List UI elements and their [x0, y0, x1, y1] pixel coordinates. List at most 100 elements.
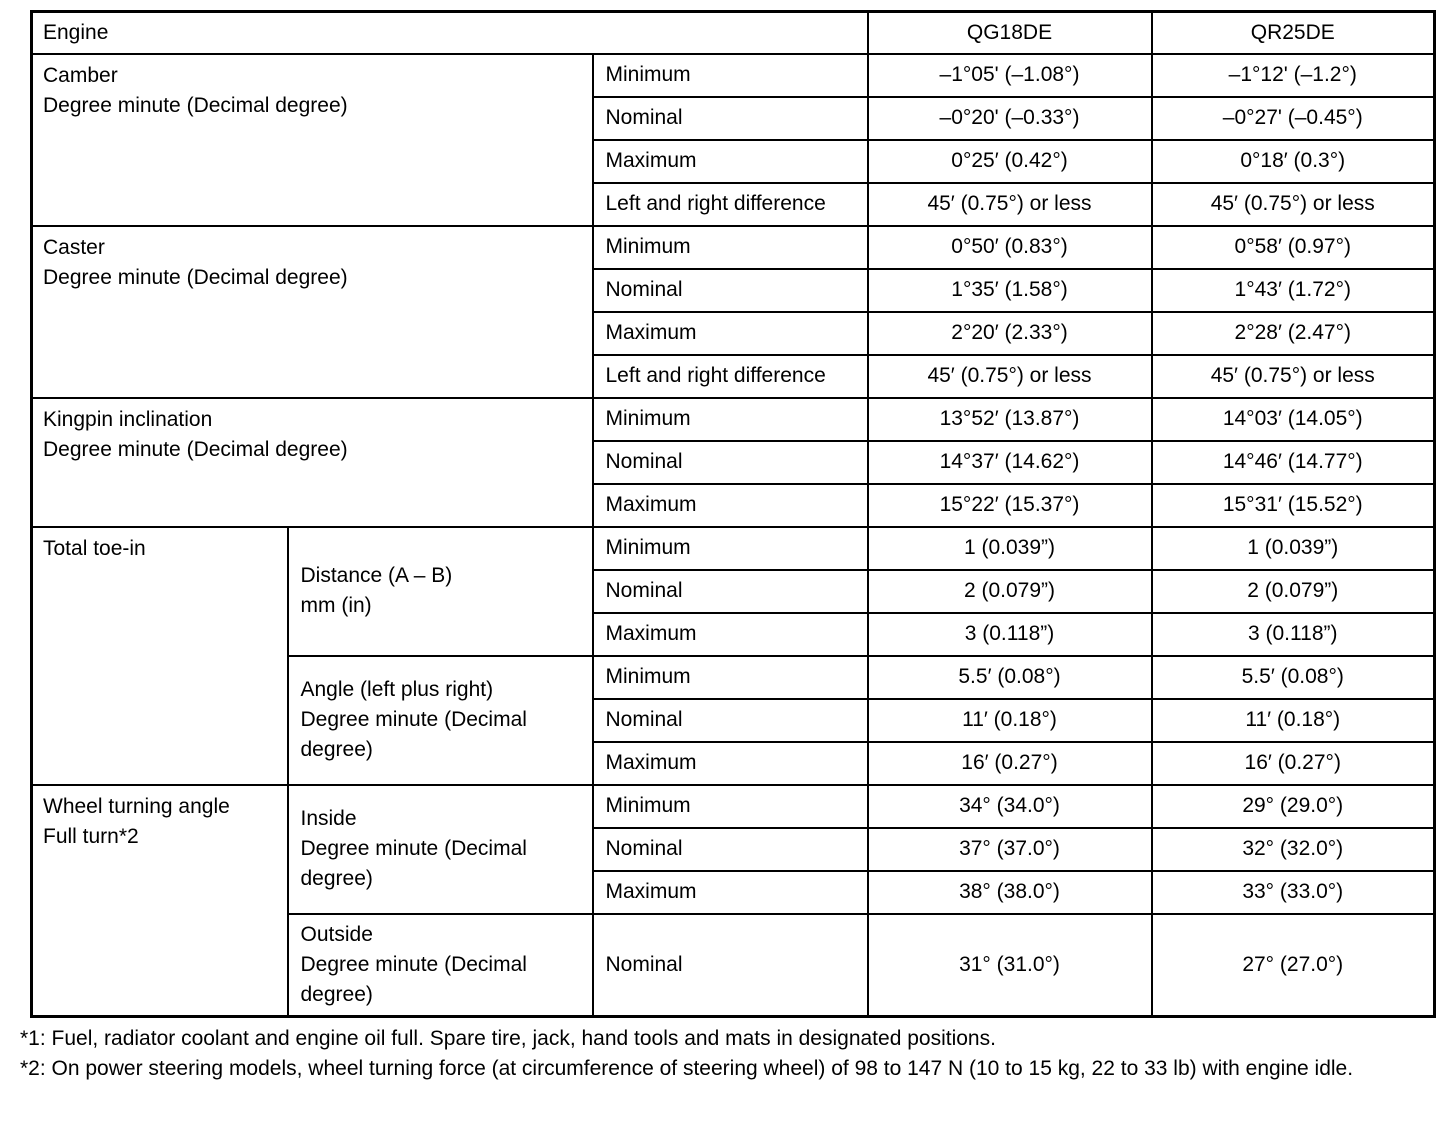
subgroup-label-inside: Inside Degree minute (Decimal degree) — [286, 783, 594, 915]
table-row: Maximum 0°25′ (0.42°) 0°18′ (0.3°) — [32, 138, 1436, 184]
param-cell: Minimum — [591, 525, 869, 571]
param-cell: Maximum — [591, 310, 869, 356]
subgroup-unit: Degree minute (Decimal degree) — [300, 708, 527, 761]
param-cell: Maximum — [591, 482, 869, 528]
value-cell: 1°35′ (1.58°) — [866, 267, 1153, 313]
value-cell: 2°28′ (2.47°) — [1150, 310, 1436, 356]
value-cell: 45′ (0.75°) or less — [866, 353, 1153, 399]
value-cell: –1°12' (–1.2°) — [1150, 52, 1436, 98]
param-cell: Left and right difference — [591, 181, 869, 227]
value-cell: 1 (0.039”) — [1150, 525, 1436, 571]
table-row: Nominal 2 (0.079”) 2 (0.079”) — [32, 568, 1436, 614]
table-row: Maximum 2°20′ (2.33°) 2°28′ (2.47°) — [32, 310, 1436, 356]
value-cell: 2 (0.079”) — [1150, 568, 1436, 614]
value-cell: 0°58′ (0.97°) — [1150, 224, 1436, 270]
section-label-caster: Caster Degree minute (Decimal degree) — [30, 224, 594, 399]
value-cell: 14°37′ (14.62°) — [866, 439, 1153, 485]
param-cell: Nominal — [591, 826, 869, 872]
value-cell: 16′ (0.27°) — [1150, 740, 1436, 786]
section-title: Wheel turning angle — [43, 794, 230, 818]
value-cell: 32° (32.0°) — [1150, 826, 1436, 872]
value-cell: 5.5′ (0.08°) — [1150, 654, 1436, 700]
table-row: Maximum 38° (38.0°) 33° (33.0°) — [32, 869, 1436, 915]
value-cell: 45′ (0.75°) or less — [1150, 181, 1436, 227]
section-label-total-toe-in: Total toe-in — [30, 525, 289, 786]
value-cell: 34° (34.0°) — [866, 783, 1153, 829]
subgroup-label-distance: Distance (A – B) mm (in) — [286, 525, 594, 657]
param-cell: Maximum — [591, 869, 869, 915]
value-cell: 1°43′ (1.72°) — [1150, 267, 1436, 313]
table-row: Total toe-in Distance (A – B) mm (in) Mi… — [30, 525, 1436, 786]
param-cell: Maximum — [591, 138, 869, 184]
value-cell: 0°25′ (0.42°) — [866, 138, 1153, 184]
value-cell: 15°22′ (15.37°) — [866, 482, 1153, 528]
param-cell: Nominal — [591, 912, 869, 1018]
section-title: Total toe-in — [43, 536, 146, 560]
value-cell: 1 (0.039”) — [866, 525, 1153, 571]
footnote-1: *1: Fuel, radiator coolant and engine oi… — [20, 1027, 996, 1050]
table-row: Angle (left plus right) Degree minute (D… — [32, 654, 1436, 786]
subgroup-unit: Degree minute (Decimal degree) — [300, 952, 527, 1006]
section-unit: Degree minute (Decimal degree) — [43, 265, 348, 289]
table-row: Nominal 37° (37.0°) 32° (32.0°) — [32, 826, 1436, 872]
section-label-wheel-turning-angle: Wheel turning angle Full turn*2 — [30, 783, 289, 1018]
param-cell: Minimum — [591, 396, 869, 442]
subgroup-title: Distance (A – B) — [300, 564, 453, 587]
value-cell: –0°27' (–0.45°) — [1150, 95, 1436, 141]
value-cell: 3 (0.118”) — [866, 611, 1153, 657]
value-cell: 14°46′ (14.77°) — [1150, 439, 1436, 485]
footnotes: *1: Fuel, radiator coolant and engine oi… — [20, 1024, 1365, 1084]
value-cell: 14°03′ (14.05°) — [1150, 396, 1436, 442]
table-row: Nominal –0°20' (–0.33°) –0°27' (–0.45°) — [32, 95, 1436, 141]
value-cell: 3 (0.118”) — [1150, 611, 1436, 657]
table-row: Nominal 11′ (0.18°) 11′ (0.18°) — [32, 697, 1436, 743]
section-label-camber: Camber Degree minute (Decimal degree) — [30, 52, 594, 227]
table-row: Left and right difference 45′ (0.75°) or… — [32, 353, 1436, 399]
table-row: Outside Degree minute (Decimal degree) N… — [32, 912, 1436, 1018]
section-unit: Degree minute (Decimal degree) — [43, 437, 348, 461]
value-cell: 2°20′ (2.33°) — [866, 310, 1153, 356]
section-title: Kingpin inclination — [43, 407, 213, 431]
section-label-kingpin: Kingpin inclination Degree minute (Decim… — [30, 396, 594, 528]
value-cell: 15°31′ (15.52°) — [1150, 482, 1436, 528]
footnote-2: *2: On power steering models, wheel turn… — [20, 1057, 1354, 1080]
table-row: Maximum 15°22′ (15.37°) 15°31′ (15.52°) — [32, 482, 1436, 528]
subgroup-title: Outside — [300, 922, 373, 946]
param-cell: Left and right difference — [591, 353, 869, 399]
subgroup-label-angle: Angle (left plus right) Degree minute (D… — [286, 654, 594, 786]
value-cell: 33° (33.0°) — [1150, 869, 1436, 915]
value-cell: 29° (29.0°) — [1150, 783, 1436, 829]
table-row: Nominal 1°35′ (1.58°) 1°43′ (1.72°) — [32, 267, 1436, 313]
value-cell: 0°50′ (0.83°) — [866, 224, 1153, 270]
subgroup-unit: Degree minute (Decimal degree) — [300, 837, 527, 890]
table-header-row: Engine QG18DE QR25DE — [30, 10, 1436, 55]
value-cell: 27° (27.0°) — [1150, 912, 1436, 1018]
param-cell: Nominal — [591, 439, 869, 485]
section-title: Camber — [43, 63, 118, 87]
engine-qg18de-header: QG18DE — [866, 10, 1153, 55]
param-cell: Nominal — [591, 568, 869, 614]
value-cell: 37° (37.0°) — [866, 826, 1153, 872]
param-cell: Nominal — [591, 95, 869, 141]
param-cell: Nominal — [591, 697, 869, 743]
value-cell: 45′ (0.75°) or less — [1150, 353, 1436, 399]
value-cell: 5.5′ (0.08°) — [866, 654, 1153, 700]
param-cell: Minimum — [591, 783, 869, 829]
subgroup-title: Angle (left plus right) — [300, 678, 494, 701]
value-cell: 0°18′ (0.3°) — [1150, 138, 1436, 184]
table-row: Kingpin inclination Degree minute (Decim… — [30, 396, 1436, 528]
value-cell: 11′ (0.18°) — [866, 697, 1153, 743]
param-cell: Minimum — [591, 654, 869, 700]
table-row: Left and right difference 45′ (0.75°) or… — [32, 181, 1436, 227]
engine-qr25de-header: QR25DE — [1150, 10, 1436, 55]
engine-header-cell: Engine — [30, 10, 869, 55]
table-row: Maximum 16′ (0.27°) 16′ (0.27°) — [32, 740, 1436, 786]
value-cell: 2 (0.079”) — [866, 568, 1153, 614]
table-row: Caster Degree minute (Decimal degree) Mi… — [30, 224, 1436, 399]
param-cell: Minimum — [591, 224, 869, 270]
value-cell: –1°05' (–1.08°) — [866, 52, 1153, 98]
value-cell: 16′ (0.27°) — [866, 740, 1153, 786]
value-cell: –0°20' (–0.33°) — [866, 95, 1153, 141]
table-row: Wheel turning angle Full turn*2 Inside D… — [30, 783, 1436, 1018]
